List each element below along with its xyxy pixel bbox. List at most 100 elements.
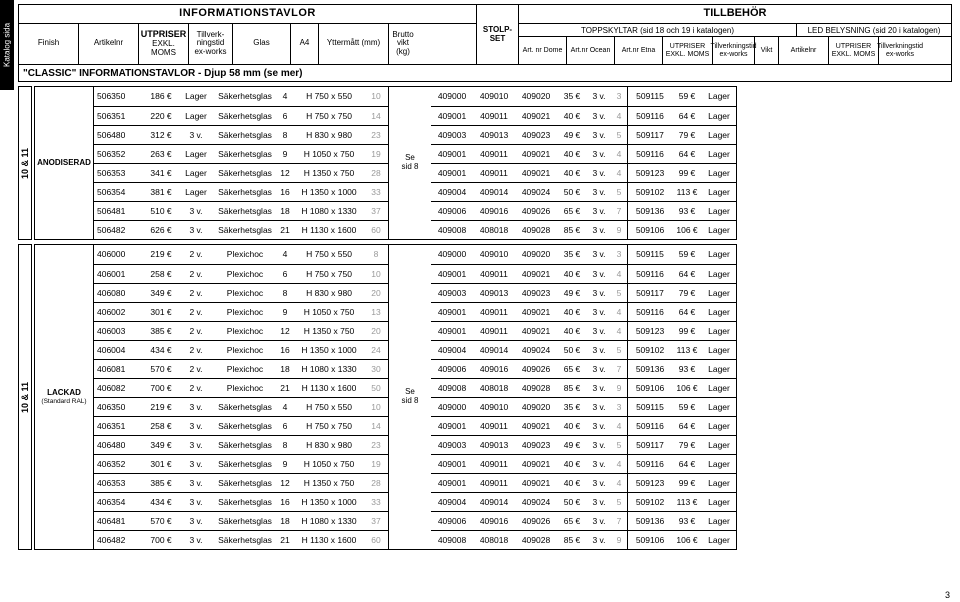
table-row: 40900640901640902665 €3 v.7 [431, 511, 627, 530]
table-row: 509106106 €Lager [628, 220, 736, 239]
cell: 570 € [144, 359, 178, 378]
table-row: 40900440901440902450 €3 v.5 [431, 182, 627, 201]
header: INFORMATIONSTAVLOR FinishArtikelnrUTPRIS… [18, 4, 952, 64]
cell: 409023 [515, 125, 557, 144]
cell: 409013 [473, 435, 515, 454]
cell: H 1080 x 1330 [294, 201, 364, 220]
cell: 506353 [94, 163, 144, 182]
cell: 60 [364, 530, 388, 549]
cell: 4 [276, 87, 294, 106]
cell: 409010 [473, 397, 515, 416]
cell: 3 v. [587, 340, 611, 359]
cell: Säkerhetsglas [214, 492, 276, 511]
cell: 106 € [672, 530, 702, 549]
header-topp-col: Vikt [755, 37, 779, 64]
cell: 406350 [94, 397, 144, 416]
cell: 79 € [672, 125, 702, 144]
cell: 349 € [144, 283, 178, 302]
cell: 506481 [94, 201, 144, 220]
table-row: 50911664 €Lager [628, 144, 736, 163]
cell: 408018 [473, 530, 515, 549]
table-row: 40900840801840902885 €3 v.9 [431, 220, 627, 239]
cell: 263 € [144, 144, 178, 163]
cell: 409020 [515, 245, 557, 264]
table-row: 506482626 €3 v.Säkerhetsglas21H 1130 x 1… [94, 220, 388, 239]
cell: 406481 [94, 511, 144, 530]
table-row: 40900140901140902140 €3 v.4 [431, 416, 627, 435]
cell: H 1350 x 1000 [294, 340, 364, 359]
cell: 60 [364, 220, 388, 239]
cell: 3 v. [587, 321, 611, 340]
cell: 33 [364, 492, 388, 511]
cell: Lager [178, 182, 214, 201]
table-row: 406482700 €3 v.Säkerhetsglas21H 1130 x 1… [94, 530, 388, 549]
header-col: Yttermått (mm) [319, 24, 389, 64]
table-row: 50913693 €Lager [628, 201, 736, 220]
cell: 93 € [672, 201, 702, 220]
table-row: 406480349 €3 v.Säkerhetsglas8H 830 x 980… [94, 435, 388, 454]
cell: Plexichoc [214, 321, 276, 340]
finish-cell: ANODISERAD [34, 86, 94, 240]
table-row: 50911664 €Lager [628, 264, 736, 283]
cell: 3 v. [178, 492, 214, 511]
cell: Säkerhetsglas [214, 106, 276, 125]
cell: 406080 [94, 283, 144, 302]
cell: H 1080 x 1330 [294, 511, 364, 530]
cell: 409021 [515, 473, 557, 492]
cell: 40 € [557, 144, 587, 163]
cell: 409021 [515, 264, 557, 283]
cell: 3 v. [587, 182, 611, 201]
cell: 35 € [557, 245, 587, 264]
cell: 409001 [431, 106, 473, 125]
header-col: A4 [291, 24, 319, 64]
cell: 65 € [557, 359, 587, 378]
table-row: 40900340901340902349 €3 v.5 [431, 283, 627, 302]
cell: 14 [364, 416, 388, 435]
table-row: 406352301 €3 v.Säkerhetsglas9H 1050 x 75… [94, 454, 388, 473]
cell: 8 [276, 283, 294, 302]
table-row: 50911779 €Lager [628, 283, 736, 302]
cell: 509117 [628, 283, 672, 302]
cell: 506354 [94, 182, 144, 201]
katalog-side-tab: Katalog sida [0, 0, 14, 90]
cell: 2 v. [178, 264, 214, 283]
header-col: Tillverk-ningstidex-works [189, 24, 233, 64]
cell: 409021 [515, 454, 557, 473]
cell: 113 € [672, 182, 702, 201]
cell: Säkerhetsglas [214, 201, 276, 220]
cell: 409016 [473, 511, 515, 530]
cell: 64 € [672, 454, 702, 473]
table-row: 406350219 €3 v.Säkerhetsglas4H 750 x 550… [94, 397, 388, 416]
cell: 10 [364, 397, 388, 416]
cell: Lager [702, 473, 736, 492]
header-col: Artikelnr [79, 24, 139, 64]
cell: 406351 [94, 416, 144, 435]
stolp-ref: Sesid 8 [389, 244, 431, 550]
cell: 409026 [515, 359, 557, 378]
cell: H 830 x 980 [294, 283, 364, 302]
header-col: Bruttovikt(kg) [389, 24, 417, 64]
cell: 509123 [628, 321, 672, 340]
cell: 385 € [144, 473, 178, 492]
cell: 509116 [628, 106, 672, 125]
cell: H 750 x 750 [294, 416, 364, 435]
cell: 626 € [144, 220, 178, 239]
cell: 49 € [557, 283, 587, 302]
cell: Plexichoc [214, 245, 276, 264]
cell: 409001 [431, 163, 473, 182]
table-row: 40900440901440902450 €3 v.5 [431, 492, 627, 511]
cell: 509116 [628, 144, 672, 163]
cell: 3 [611, 397, 627, 416]
cell: Säkerhetsglas [214, 454, 276, 473]
table-row: 50913693 €Lager [628, 359, 736, 378]
cell: 509102 [628, 492, 672, 511]
header-led-title: LED BELYSNING (sid 20 i katalogen) [797, 24, 951, 37]
cell: 409024 [515, 182, 557, 201]
table-row: 406004434 €2 v.Plexichoc16H 1350 x 10002… [94, 340, 388, 359]
cell: 434 € [144, 492, 178, 511]
cell: 9 [611, 378, 627, 397]
cell: 509115 [628, 245, 672, 264]
cell: H 750 x 750 [294, 264, 364, 283]
cell: 409011 [473, 264, 515, 283]
cell: 406004 [94, 340, 144, 359]
